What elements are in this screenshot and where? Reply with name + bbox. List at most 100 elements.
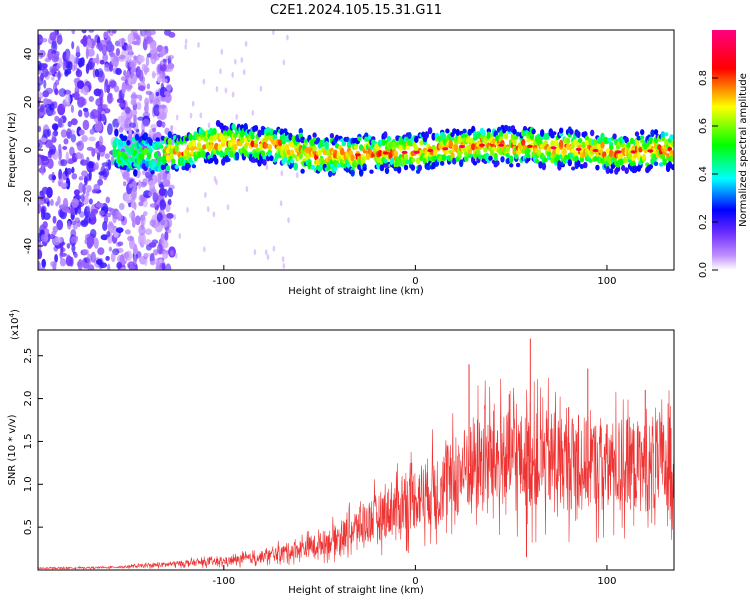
spectrogram-ridge-cell <box>590 129 595 137</box>
spectrogram-ridge-cell <box>581 142 586 149</box>
spectrogram-noise-cell <box>59 258 67 267</box>
spectrogram-ridge-cell <box>298 127 303 135</box>
spectrogram-noise-cell <box>52 215 57 224</box>
spectrogram-noise-cell <box>42 98 50 105</box>
spectrogram-ridge-cell <box>576 131 581 139</box>
spectrogram-noise-cell <box>86 235 95 248</box>
spectrogram-ridge-cell <box>431 132 436 141</box>
spectrogram-noise-cell <box>104 153 110 159</box>
spectrogram-noise-cell <box>133 254 137 266</box>
spectrogram-xtick-label: -100 <box>212 276 235 287</box>
spectrogram-noise-cell <box>133 202 137 210</box>
spectrogram-ridge-cell <box>159 144 164 149</box>
spectrogram-noise-cell <box>142 118 150 127</box>
spectrogram-noise-cell <box>95 162 99 170</box>
spectrogram-ridge-cell <box>291 154 297 159</box>
spectrogram-xlabel: Height of straight line (km) <box>288 286 424 297</box>
spectrogram-ridge-cell <box>633 165 638 173</box>
spectrogram-ridge-cell <box>541 163 547 169</box>
spectrogram-ridge-cell <box>312 132 317 138</box>
spectrogram-noise-cell <box>150 44 157 54</box>
spectrogram-noise-cell <box>148 192 153 197</box>
spectrogram-noise-cell <box>57 70 61 81</box>
spectrogram-noise-cell <box>224 87 228 94</box>
spectrogram-ridge-cell <box>134 133 140 141</box>
spectrogram-noise-cell <box>130 59 137 69</box>
spectrogram-ridge-cell <box>612 133 617 140</box>
spectrogram-noise-cell <box>128 127 132 135</box>
spectrogram-noise-cell <box>128 122 137 128</box>
spectrogram-noise-cell <box>90 109 99 119</box>
spectrogram-noise-cell <box>50 199 54 206</box>
spectrogram-noise-cell <box>163 78 168 84</box>
spectrogram-noise-cell <box>73 189 80 196</box>
spectrogram-ridge-cell <box>600 141 605 149</box>
spectrogram-noise-cell <box>113 85 120 93</box>
spectrogram-noise-cell <box>191 100 195 107</box>
spectrogram-noise-cell <box>124 106 131 114</box>
spectrogram-noise-cell <box>52 123 59 131</box>
spectrogram-noise-cell <box>140 195 146 203</box>
spectrogram-noise-cell <box>296 172 299 179</box>
spectrogram-noise-cell <box>159 63 167 72</box>
spectrogram-ridge-cell <box>148 148 153 153</box>
spectrogram-ridge-cell <box>269 155 274 162</box>
spectrogram-noise-cell <box>130 99 137 106</box>
spectrogram-noise-cell <box>82 249 90 256</box>
spectrogram-noise-cell <box>43 79 47 89</box>
spectrogram-ridge-cell <box>165 155 171 162</box>
spectrogram-noise-cell <box>105 196 111 204</box>
spectrogram-ridge-cell <box>122 141 128 146</box>
spectrogram-ridge-cell <box>310 164 316 170</box>
spectrogram-noise-cell <box>126 49 134 59</box>
spectrogram-noise-cell <box>151 70 156 79</box>
spectrogram-ridge-cell <box>212 134 217 141</box>
spectrogram-noise-cell <box>71 30 76 35</box>
spectrogram-ridge-cell <box>621 165 626 171</box>
spectrogram-ridge-cell <box>160 140 166 145</box>
spectrogram-ridge-cell <box>283 155 288 163</box>
spectrogram-noise-cell <box>133 55 137 61</box>
spectrogram-noise-cell <box>38 203 42 214</box>
spectrogram-noise-cell <box>75 152 82 160</box>
spectrogram-ridge-cell <box>574 151 579 157</box>
spectrogram-noise-cell <box>101 44 108 56</box>
snr-line <box>38 377 674 570</box>
spectrogram-noise-cell <box>170 249 174 257</box>
spectrogram-ridge-cell <box>209 157 214 164</box>
spectrogram-noise-cell <box>130 94 138 99</box>
spectrogram-ridge-cell <box>377 150 383 157</box>
spectrogram-ridge-cell <box>609 144 614 151</box>
spectrogram-noise-cell <box>98 210 105 216</box>
spectrogram-noise-cell <box>97 144 106 153</box>
spectrogram-peak-cell <box>592 148 599 153</box>
colorbar-tick-label: 0.6 <box>698 118 709 134</box>
spectrogram-ridge-cell <box>336 155 341 162</box>
spectrogram-ridge-cell <box>196 142 202 148</box>
spectrogram-ridge-cell <box>357 164 362 171</box>
spectrogram-ridge-cell <box>131 136 136 142</box>
spectrogram-noise-cell <box>156 212 163 223</box>
spectrogram-ridge-cell <box>624 136 629 144</box>
spectrogram-ridge-cell <box>333 166 338 172</box>
spectrogram-ridge-cell <box>362 166 367 171</box>
spectrogram-ridge-cell <box>417 164 422 171</box>
snr-plot-area <box>38 338 674 570</box>
spectrogram-noise-cell <box>66 243 71 249</box>
spectrogram-noise-cell <box>118 127 124 133</box>
spectrogram-noise-cell <box>189 112 193 119</box>
spectrogram-noise-cell <box>128 202 132 208</box>
spectrogram-ridge-cell <box>131 143 136 148</box>
spectrogram-noise-cell <box>125 229 131 235</box>
spectrogram-noise-cell <box>87 264 95 270</box>
spectrogram-ridge-cell <box>667 160 672 169</box>
spectrogram-noise-cell <box>164 91 169 96</box>
spectrogram-noise-cell <box>38 125 42 133</box>
spectrogram-ytick-label: 40 <box>23 48 34 61</box>
spectrogram-noise-cell <box>143 252 151 258</box>
spectrogram-noise-cell <box>38 109 41 119</box>
spectrogram-peak-cell <box>354 153 361 157</box>
snr-ylabel: SNR (10 * v/v) <box>7 414 18 485</box>
spectrogram-ridge-cell <box>609 168 614 174</box>
spectrogram-ytick-label: 20 <box>23 96 34 109</box>
